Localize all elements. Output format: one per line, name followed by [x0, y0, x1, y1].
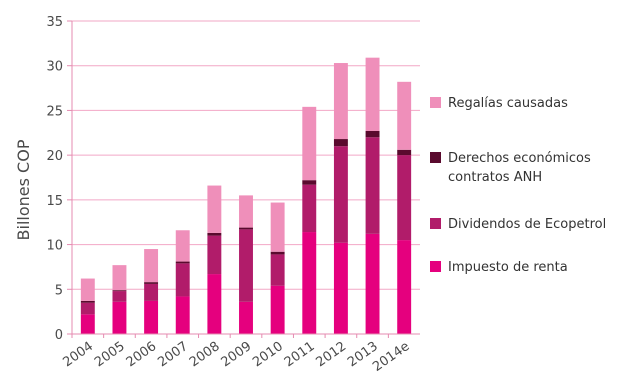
- axes: 0510152025303520042005200620072008200920…: [46, 15, 420, 375]
- bar-segment: [397, 81, 412, 150]
- bar-stack-2014e: [397, 81, 412, 334]
- x-tick-label: 2011: [282, 339, 318, 370]
- bar-segment: [397, 240, 412, 334]
- bar-stack-2011: [302, 106, 317, 334]
- legend-swatch: [430, 218, 441, 229]
- bar-segment: [333, 242, 348, 334]
- bar-segment: [270, 251, 285, 255]
- bar-segment: [80, 302, 95, 315]
- bar-segment: [112, 290, 127, 292]
- bar-segment: [80, 314, 95, 334]
- bar-stack-2012: [333, 63, 348, 334]
- bar-segment: [239, 229, 253, 302]
- bar-segment: [207, 232, 222, 236]
- bar-segment: [270, 254, 285, 286]
- legend-item: Regalías causadas: [430, 96, 568, 111]
- bar-segment: [207, 185, 222, 233]
- y-axis-label: Billones COP: [14, 139, 33, 240]
- bar-segment: [302, 232, 317, 334]
- bars: [80, 57, 412, 334]
- x-tick-label: 2009: [219, 339, 255, 370]
- bar-segment: [365, 233, 380, 334]
- bar-segment: [397, 149, 412, 156]
- bar-segment: [365, 57, 380, 131]
- bar-segment: [239, 301, 253, 334]
- bar-segment: [175, 261, 190, 264]
- bar-segment: [302, 106, 317, 181]
- y-tick-label: 25: [46, 104, 63, 119]
- y-tick-label: 20: [46, 149, 63, 164]
- bar-segment: [207, 235, 222, 275]
- y-tick-label: 35: [46, 15, 63, 30]
- legend-label: Regalías causadas: [448, 96, 568, 111]
- legend: Regalías causadas Derechos económicos cont…: [430, 96, 606, 275]
- x-tick-label: 2005: [92, 339, 128, 370]
- x-tick-label: 2012: [313, 339, 349, 370]
- bar-segment: [112, 265, 127, 291]
- bar-segment: [397, 155, 412, 241]
- y-tick-label: 10: [46, 239, 63, 254]
- bar-segment: [302, 180, 317, 185]
- bar-stack-2004: [80, 278, 95, 334]
- legend-swatch: [430, 152, 441, 163]
- y-tick-label: 15: [46, 194, 63, 209]
- bar-segment: [112, 291, 127, 302]
- bar-stack-2013: [365, 57, 380, 334]
- y-tick-label: 5: [55, 283, 63, 298]
- bar-segment: [207, 274, 222, 334]
- bar-stack-2009: [239, 195, 253, 334]
- bar-stack-2006: [144, 249, 159, 334]
- bar-segment: [270, 285, 285, 334]
- y-tick-label: 30: [46, 60, 63, 75]
- bar-stack-2010: [270, 202, 285, 334]
- bar-segment: [365, 131, 380, 138]
- x-tick-label: 2010: [250, 339, 286, 370]
- bar-segment: [333, 146, 348, 243]
- y-tick-label: 0: [55, 328, 63, 343]
- bar-segment: [239, 227, 253, 230]
- bar-segment: [302, 184, 317, 233]
- bar-segment: [80, 300, 95, 303]
- legend-label: Derechos económicos contratos ANH: [448, 151, 591, 185]
- x-tick-label: 2014e: [370, 339, 412, 375]
- legend-swatch: [430, 97, 441, 108]
- legend-label: Impuesto de renta: [448, 260, 568, 275]
- bar-segment: [144, 300, 159, 334]
- legend-item: Impuesto de renta: [430, 260, 568, 275]
- x-tick-label: 2008: [187, 339, 223, 370]
- bar-stack-2005: [112, 265, 127, 334]
- bar-segment: [175, 296, 190, 334]
- bar-segment: [175, 263, 190, 297]
- x-tick-label: 2004: [60, 339, 96, 370]
- bar-segment: [112, 301, 127, 334]
- bar-stack-2007: [175, 230, 190, 334]
- bar-segment: [333, 139, 348, 147]
- bar-segment: [365, 137, 380, 234]
- x-tick-label: 2007: [155, 339, 191, 370]
- bar-segment: [333, 63, 348, 140]
- y-axis-label-group: Billones COP: [14, 139, 33, 240]
- legend-label: Dividendos de Ecopetrol: [448, 217, 606, 232]
- bar-segment: [144, 249, 159, 283]
- bar-segment: [144, 283, 159, 301]
- bar-stack-2008: [207, 185, 222, 334]
- bar-segment: [270, 202, 285, 252]
- legend-item: Derechos económicos contratos ANH: [430, 151, 591, 185]
- bar-segment: [239, 195, 253, 228]
- bar-segment: [175, 230, 190, 262]
- legend-item: Dividendos de Ecopetrol: [430, 217, 606, 232]
- x-tick-label: 2006: [124, 339, 160, 370]
- legend-swatch: [430, 261, 441, 272]
- bar-segment: [80, 278, 95, 301]
- bar-segment: [144, 282, 159, 284]
